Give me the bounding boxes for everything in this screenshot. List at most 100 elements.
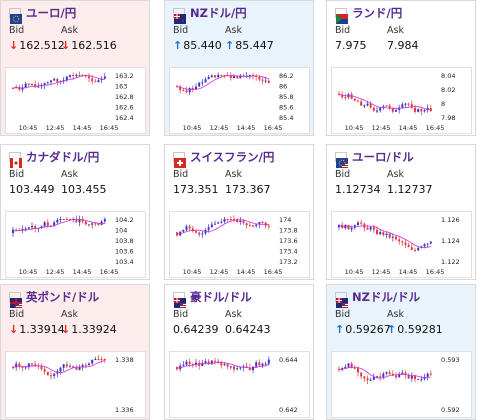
price-chart[interactable]: 86.2 86 85.8 85.6 85.4 10:45 12:45 14:45 16:45	[169, 67, 310, 134]
candlestick-chart-svg: 174 173.8 173.6 173.4 173.2 10:45 12:45 14:45 16…	[176, 215, 298, 276]
currency-card[interactable]: 英ポンド/ドル Bid Ask ↓1.33914 ↓1.33924 1.338 1.336	[0, 284, 150, 420]
currency-card[interactable]: ユーロ/ドル Bid Ask 1.12734 1.12737 1.126 1.124 1.12…	[326, 144, 476, 280]
candle	[188, 88, 191, 93]
candle	[410, 104, 413, 108]
candle	[214, 223, 216, 225]
ask-label: Ask	[225, 25, 242, 36]
ask-label: Ask	[225, 169, 242, 180]
ask-value: 7.984	[387, 39, 419, 52]
candle	[40, 366, 43, 370]
price-chart[interactable]: 8.04 8.02 8 7.98 10:45 12:45 14:45 16:45	[331, 67, 472, 134]
card-title[interactable]: ユーロ/円	[9, 5, 77, 24]
candle	[414, 249, 416, 251]
y-tick-label: 8.04	[441, 72, 455, 80]
candle	[182, 90, 185, 92]
candle	[423, 244, 426, 247]
currency-pair-link[interactable]: 豪ドル/ドル	[190, 290, 252, 304]
candle	[350, 94, 353, 99]
candle	[27, 83, 30, 85]
currency-card[interactable]: スイスフラン/円 Bid Ask 173.351 173.367 174 173.8 173.…	[164, 144, 314, 280]
y-tick-label: 1.126	[441, 216, 460, 224]
card-title[interactable]: スイスフラン/円	[173, 149, 275, 168]
candle	[195, 231, 197, 233]
candle	[344, 97, 347, 99]
candle	[391, 107, 394, 112]
currency-pair-link[interactable]: スイスフラン/円	[190, 150, 275, 164]
candlestick-chart-svg: 163.2 163 162.8 162.6 162.4 10:45 12:45 14:45 16…	[12, 71, 134, 132]
y-tick-label: 173.8	[279, 227, 298, 235]
candle	[414, 107, 416, 112]
ask-label: Ask	[61, 25, 78, 36]
y-tick-label: 8	[441, 100, 445, 108]
bid-value-text: 7.975	[335, 39, 367, 52]
candle	[420, 109, 423, 112]
candle	[248, 225, 251, 227]
candle	[338, 93, 340, 95]
bid-label: Bid	[335, 309, 351, 320]
price-chart[interactable]: 104.2 104 103.8 103.6 103.4 10:45 12:45 14:45 16…	[5, 211, 146, 278]
candle	[78, 367, 81, 370]
currency-card[interactable]: カナダドル/円 Bid Ask 103.449 103.455 104.2 104 103.8…	[0, 144, 150, 280]
price-chart[interactable]: 1.126 1.124 1.122 10:45 12:45 14:45 16:45	[331, 211, 472, 278]
ask-value: ↑85.447	[225, 39, 274, 52]
candle	[182, 364, 185, 366]
candle	[78, 219, 81, 223]
candle	[404, 242, 407, 246]
candle	[207, 227, 210, 230]
currency-pair-link[interactable]: NZドル/ドル	[352, 290, 421, 304]
currency-card[interactable]: NZドル/ドル Bid Ask ↑0.59267 ↑0.59281 0.593 0.592	[326, 284, 476, 420]
x-tick-label: 16:45	[264, 124, 283, 132]
currency-pair-link[interactable]: カナダドル/円	[26, 150, 100, 164]
candle	[31, 84, 33, 86]
candlestick-chart-svg: 8.04 8.02 8 7.98 10:45 12:45 14:45 16:45	[338, 72, 455, 132]
currency-card[interactable]: ランド/円 Bid Ask 7.975 7.984 8.04 8.02 8 7.98 10:45 1…	[326, 0, 476, 136]
currency-pair-link[interactable]: 英ポンド/ドル	[26, 290, 100, 304]
x-tick-label: 14:45	[399, 124, 418, 132]
card-title[interactable]: ユーロ/ドル	[335, 149, 414, 168]
candle	[376, 229, 378, 235]
price-chart[interactable]: 0.593 0.592	[331, 351, 472, 418]
candle	[15, 229, 18, 231]
candle	[12, 367, 14, 369]
bid-label: Bid	[9, 169, 25, 180]
price-chart[interactable]: 163.2 163 162.8 162.6 162.4 10:45 12:45 14:45 16…	[5, 67, 146, 134]
card-title[interactable]: NZドル/円	[173, 5, 247, 24]
x-tick-label: 16:45	[426, 124, 445, 132]
card-title[interactable]: 英ポンド/ドル	[9, 289, 100, 308]
x-tick-label: 10:45	[345, 268, 364, 276]
candle	[350, 363, 353, 368]
candle	[40, 226, 43, 228]
price-chart[interactable]: 0.644 0.642	[169, 351, 310, 418]
candle	[261, 363, 264, 366]
currency-pair-link[interactable]: ユーロ/ドル	[352, 150, 414, 164]
candle	[97, 80, 100, 82]
bid-label: Bid	[9, 309, 25, 320]
price-chart[interactable]: 1.338 1.336	[5, 351, 146, 418]
candle	[264, 80, 267, 82]
currency-pair-link[interactable]: NZドル/円	[190, 6, 247, 20]
candle	[75, 367, 78, 370]
currency-pair-link[interactable]: ランド/円	[352, 6, 403, 20]
candle	[223, 75, 226, 76]
currency-pair-link[interactable]: ユーロ/円	[26, 6, 77, 20]
x-tick-label: 12:45	[46, 268, 65, 276]
card-title[interactable]: 豪ドル/ドル	[173, 289, 252, 308]
candle	[420, 379, 423, 381]
candle	[21, 366, 24, 368]
currency-card[interactable]: 豪ドル/ドル Bid Ask 0.64239 0.64243 0.644 0.642	[164, 284, 314, 420]
price-chart[interactable]: 174 173.8 173.6 173.4 173.2 10:45 12:45 14:45 16…	[169, 211, 310, 278]
candle	[398, 107, 401, 111]
card-title[interactable]: ランド/円	[335, 5, 403, 24]
card-title[interactable]: NZドル/ドル	[335, 289, 421, 308]
up-arrow-icon: ↑	[387, 323, 397, 336]
candle	[201, 82, 204, 84]
candle	[210, 75, 213, 77]
currency-card[interactable]: ユーロ/円 Bid Ask ↓162.512 ↓162.516 163.2 163 162.8…	[0, 0, 150, 136]
y-tick-label: 1.124	[441, 237, 460, 245]
candle	[50, 375, 52, 377]
currency-card[interactable]: NZドル/円 Bid Ask ↑85.440 ↑85.447 86.2 86 85.8 85.6…	[164, 0, 314, 136]
bid-value-text: 103.449	[9, 183, 55, 196]
candle	[398, 373, 401, 378]
ask-value-text: 162.516	[71, 39, 117, 52]
card-title[interactable]: カナダドル/円	[9, 149, 100, 168]
